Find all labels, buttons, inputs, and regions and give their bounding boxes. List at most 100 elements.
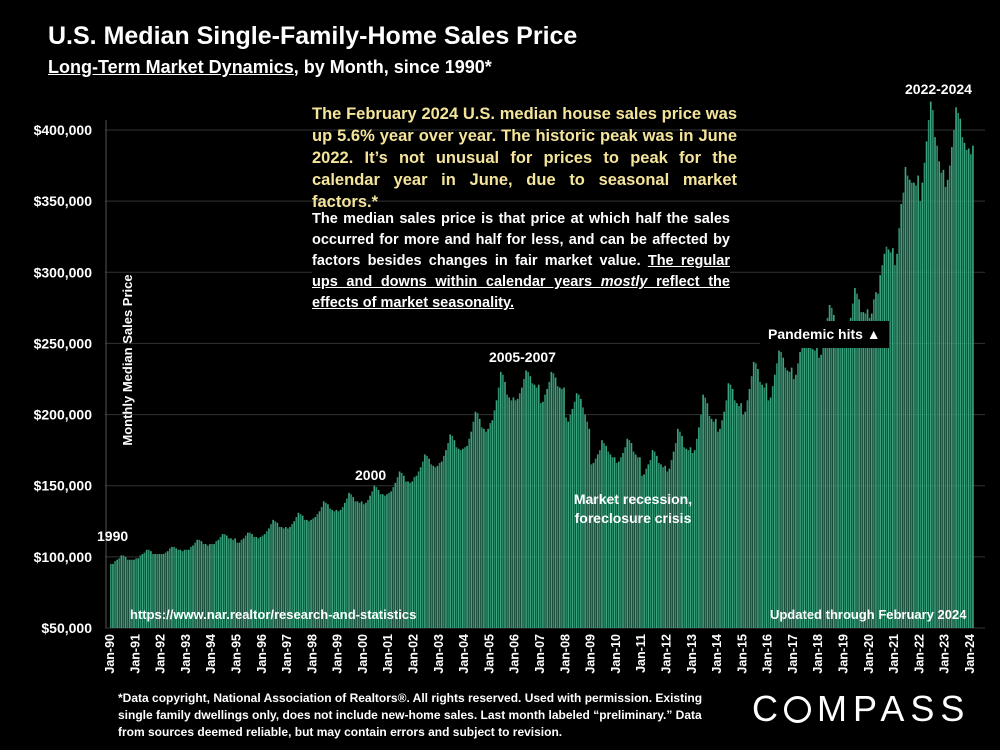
annotation-1990: 1990 bbox=[97, 528, 129, 544]
bar bbox=[156, 554, 159, 628]
bar bbox=[274, 521, 277, 628]
bar bbox=[563, 387, 565, 628]
bar bbox=[451, 435, 454, 628]
bar bbox=[826, 317, 829, 628]
bar bbox=[765, 383, 768, 628]
bar bbox=[474, 411, 477, 628]
bar bbox=[548, 381, 551, 628]
bar bbox=[487, 428, 489, 628]
bar bbox=[141, 554, 144, 628]
bar bbox=[202, 544, 205, 628]
bar bbox=[358, 502, 361, 628]
bar bbox=[293, 521, 296, 628]
bar bbox=[851, 303, 854, 628]
bar bbox=[670, 460, 673, 628]
bar bbox=[778, 350, 780, 628]
bar bbox=[449, 434, 452, 628]
bar bbox=[240, 539, 243, 628]
x-tick-label: Jan-11 bbox=[634, 634, 648, 673]
bar bbox=[725, 400, 728, 628]
subtitle-rest: , by Month, since 1990* bbox=[293, 57, 492, 77]
bar bbox=[369, 495, 371, 628]
x-tick-label: Jan-96 bbox=[255, 634, 269, 674]
bar bbox=[196, 539, 199, 628]
bar bbox=[150, 551, 152, 628]
bar bbox=[942, 169, 945, 628]
bar bbox=[529, 376, 532, 628]
bar bbox=[946, 179, 949, 629]
bar bbox=[354, 501, 357, 628]
bar bbox=[651, 450, 654, 628]
bar bbox=[934, 137, 936, 628]
bar bbox=[961, 137, 964, 628]
bar bbox=[932, 110, 934, 628]
bar bbox=[655, 455, 658, 628]
bar bbox=[668, 468, 671, 628]
x-tick-label: Jan-03 bbox=[432, 634, 446, 674]
bar bbox=[639, 457, 641, 628]
bar bbox=[542, 401, 544, 628]
x-tick-label: Jan-23 bbox=[938, 634, 952, 674]
bar bbox=[255, 536, 258, 628]
bar bbox=[200, 541, 203, 628]
bar bbox=[499, 371, 502, 628]
bar bbox=[261, 535, 264, 628]
bar bbox=[402, 475, 405, 628]
bar bbox=[782, 357, 785, 628]
source-link[interactable]: https://www.nar.realtor/research-and-sta… bbox=[130, 607, 417, 622]
bar bbox=[795, 374, 797, 628]
bar bbox=[272, 519, 274, 628]
bar bbox=[963, 142, 966, 628]
bar bbox=[453, 440, 456, 628]
bar bbox=[940, 172, 943, 628]
bar bbox=[788, 371, 791, 628]
bar bbox=[510, 400, 513, 628]
bar bbox=[630, 443, 633, 628]
footer-disclaimer: *Data copyright, National Association of… bbox=[118, 691, 703, 739]
bar bbox=[828, 305, 831, 628]
bar bbox=[784, 367, 787, 628]
annotation-2005-2007: 2005-2007 bbox=[489, 349, 556, 365]
x-tick-label: Jan-00 bbox=[356, 634, 370, 674]
bar bbox=[714, 418, 717, 628]
bar bbox=[263, 534, 266, 628]
bar bbox=[282, 528, 285, 628]
bar bbox=[849, 317, 852, 628]
bar bbox=[847, 329, 850, 628]
bar bbox=[599, 450, 601, 628]
bar bbox=[727, 383, 730, 628]
bar bbox=[506, 394, 508, 628]
page-subtitle: Long-Term Market Dynamics, by Month, sin… bbox=[48, 57, 492, 78]
bar bbox=[925, 141, 928, 628]
bar bbox=[491, 420, 494, 628]
bar bbox=[225, 535, 228, 628]
bar bbox=[672, 451, 675, 628]
bar bbox=[523, 379, 525, 628]
bar bbox=[693, 450, 696, 628]
bar bbox=[636, 457, 639, 628]
bar bbox=[312, 518, 314, 628]
bar bbox=[497, 387, 500, 628]
bar bbox=[154, 554, 156, 628]
bar bbox=[540, 403, 542, 628]
bar bbox=[550, 371, 553, 628]
bar bbox=[873, 299, 875, 628]
bar bbox=[729, 384, 732, 628]
bar bbox=[717, 431, 719, 628]
bar bbox=[350, 494, 352, 628]
bar bbox=[569, 414, 572, 628]
bar bbox=[691, 452, 694, 628]
bar bbox=[478, 418, 481, 628]
bar bbox=[919, 201, 922, 628]
bar bbox=[419, 467, 422, 628]
recession-line-1: Market recession, bbox=[573, 491, 693, 507]
bar bbox=[628, 440, 631, 628]
x-tick-label: Jan-06 bbox=[508, 634, 522, 674]
bar bbox=[615, 462, 618, 628]
bar bbox=[843, 347, 846, 628]
bar bbox=[440, 461, 443, 628]
bar bbox=[662, 467, 664, 628]
bar bbox=[603, 443, 605, 628]
bar bbox=[143, 552, 146, 628]
bar bbox=[346, 498, 348, 628]
